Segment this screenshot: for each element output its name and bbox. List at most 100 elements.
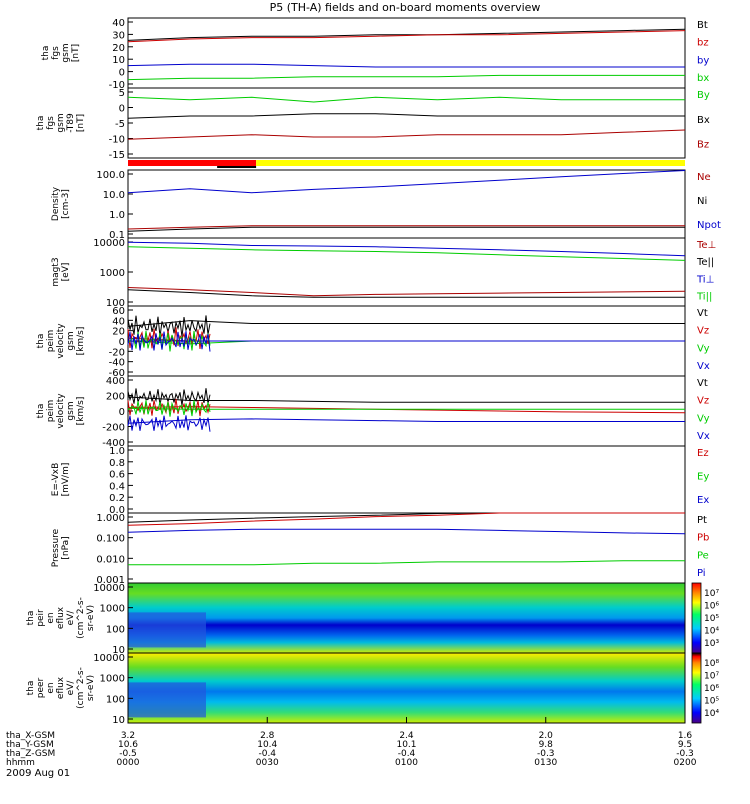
colorbar-tick: 10⁷ — [704, 672, 719, 682]
ytick-label: 0.4 — [109, 481, 125, 492]
ylabel-line: peir — [36, 609, 46, 627]
ephem-value: -0.4 — [258, 749, 276, 759]
series-burst — [127, 327, 211, 349]
series-ne — [127, 225, 685, 230]
panel-ylabel: tha peim velocity gsm [km/s] — [36, 323, 86, 359]
ylabel-line: magt3 — [51, 257, 61, 286]
legend-vz: Vz — [697, 326, 709, 337]
panel-frame — [127, 445, 686, 514]
series-vx — [127, 418, 685, 424]
legend-ti: Ti|| — [696, 291, 712, 302]
ytick-label: 10.0 — [103, 190, 125, 201]
spectrogram-image — [128, 583, 685, 653]
ephem-value: 9.5 — [678, 740, 692, 750]
legend-ey: Ey — [697, 472, 709, 483]
ytick-label: 0.010 — [96, 554, 125, 565]
ytick-label: 10000 — [93, 238, 125, 249]
series-pt — [127, 512, 685, 523]
ephem-value: 9.8 — [539, 740, 554, 750]
panel-10: tha peir en eflux eV/(cm^2-s-sr-eV) 10⁷ 10⁶ 10⁵… — [26, 582, 719, 656]
legend-pe: Pe — [697, 550, 709, 561]
panel-4: Density [cm-3] 100.0 10.0 1.0 0.1 Ne Ni Npot — [51, 169, 721, 241]
ephem-value: 10.4 — [257, 740, 277, 750]
legend-ni: Ni — [697, 196, 707, 207]
ylabel-line: en — [46, 682, 56, 693]
colorbar-tick: 10⁵ — [704, 614, 719, 624]
panel-ylabel: Pressure [nPa] — [51, 528, 71, 567]
ytick-label: 0.8 — [109, 458, 125, 469]
ytick-label: 30 — [112, 30, 125, 41]
series-ti — [127, 241, 686, 257]
ephem-row-label: hhmm — [6, 758, 35, 768]
xtick-label: 0130 — [534, 758, 557, 768]
mode-bar-marker — [217, 166, 257, 168]
legend-bx: bx — [697, 73, 709, 84]
ytick-label: 0 — [119, 407, 125, 418]
ylabel-line: peim — [46, 400, 56, 423]
series-bz — [127, 129, 686, 140]
ytick-label: 0.001 — [96, 575, 125, 586]
ylabel-line: tha — [36, 116, 46, 131]
ephem-row-label: tha_Z-GSM — [6, 749, 55, 759]
ytick-label: 1.000 — [96, 513, 125, 524]
series-by — [127, 96, 685, 103]
ephem-value: -0.3 — [676, 749, 694, 759]
ytick-label: 0.6 — [109, 470, 125, 481]
ylabel-line: -T89 — [66, 113, 76, 133]
ylabel-line: fgs — [46, 116, 56, 130]
spectrogram-image — [128, 653, 685, 723]
series-ti — [127, 246, 686, 261]
legend-pi: Pi — [697, 568, 706, 579]
panel-ylabel: tha fgs gsm -T89 [nT] — [36, 113, 86, 133]
xtick-label: 0030 — [256, 758, 279, 768]
ylabel-line: Density — [51, 186, 61, 221]
colorbar-tick: 10⁷ — [704, 589, 719, 599]
series-vt — [127, 396, 685, 403]
ylabel-line: peim — [46, 330, 56, 353]
series-bt — [127, 28, 686, 41]
legend-by: By — [697, 90, 710, 101]
ytick-label: 5 — [119, 88, 125, 99]
mode-bar-segment — [128, 160, 257, 166]
series-pb — [127, 512, 685, 526]
panel-frame — [127, 169, 686, 239]
ytick-label: 200 — [106, 392, 125, 403]
ephem-value: 10.1 — [396, 740, 416, 750]
series-vy — [127, 407, 685, 410]
panel-8: E=-VxB [mV/m] 1.00.80.60.40.20.0 Ez Ey Ex — [51, 445, 709, 516]
ylabel-line: [mV/m] — [61, 463, 71, 497]
series-burst — [127, 388, 211, 406]
ytick-label: 40 — [112, 18, 125, 29]
ephem-value: -0.5 — [119, 749, 137, 759]
series-burst — [127, 400, 211, 417]
panel-ylabel: tha fgs gsm [nT] — [41, 43, 81, 62]
ylabel-line: eflux — [56, 606, 66, 629]
ylabel-line: eflux — [56, 676, 66, 699]
ylabel-line: gsm — [66, 331, 76, 350]
panel-3 — [128, 160, 685, 168]
ephem-row-label: tha_X-GSM — [6, 731, 55, 741]
ytick-label: -400 — [102, 438, 125, 449]
colorbar-tick: 10⁸ — [704, 659, 719, 669]
ylabel-line: tha — [26, 681, 36, 696]
ytick-label: 0.0 — [109, 505, 125, 516]
panel-ylabel: Density [cm-3] — [51, 186, 71, 221]
ylabel-line: (cm^2-s- — [76, 597, 86, 639]
panel-5: magt3 [eV] 10000 1000 100 Te⊥ Te|| Ti⊥ Ti|| — [51, 237, 716, 309]
ytick-label: 0.100 — [96, 534, 125, 545]
ylabel-line: gsm — [61, 43, 71, 62]
ylabel-line: [nPa] — [61, 536, 71, 559]
panel-frame — [127, 237, 686, 307]
ytick-label: 20 — [112, 43, 125, 54]
ytick-label: 10000 — [93, 653, 125, 664]
ylabel-line: [km/s] — [76, 397, 86, 426]
legend-ne: Ne — [697, 172, 711, 183]
legend-te: Te⊥ — [696, 240, 716, 251]
ephem-value: -0.4 — [398, 749, 416, 759]
ytick-label: -10 — [109, 80, 125, 91]
legend-bz: Bz — [697, 140, 709, 151]
ylabel-line: [nT] — [76, 114, 86, 132]
series-te — [127, 289, 685, 298]
